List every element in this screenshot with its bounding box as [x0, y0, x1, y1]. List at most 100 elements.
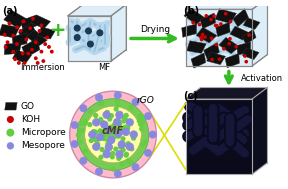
Polygon shape	[233, 9, 249, 27]
Polygon shape	[12, 50, 32, 63]
Polygon shape	[4, 43, 21, 55]
Circle shape	[140, 114, 143, 118]
Circle shape	[74, 35, 80, 40]
Circle shape	[70, 91, 156, 178]
Circle shape	[27, 52, 29, 55]
Circle shape	[31, 49, 33, 51]
Circle shape	[83, 121, 87, 125]
Circle shape	[116, 150, 123, 158]
Circle shape	[78, 140, 82, 144]
Circle shape	[112, 130, 116, 134]
Polygon shape	[31, 15, 50, 29]
Circle shape	[122, 128, 130, 136]
Text: Drying: Drying	[140, 25, 170, 34]
Circle shape	[12, 34, 14, 37]
Circle shape	[103, 137, 106, 141]
Polygon shape	[68, 5, 126, 16]
Circle shape	[94, 130, 98, 134]
Polygon shape	[185, 0, 268, 9]
Circle shape	[88, 109, 92, 113]
Circle shape	[114, 127, 118, 131]
Polygon shape	[187, 41, 206, 53]
Circle shape	[104, 150, 108, 154]
Circle shape	[114, 92, 121, 99]
Polygon shape	[27, 30, 47, 46]
Circle shape	[145, 149, 151, 156]
Circle shape	[106, 142, 110, 146]
Circle shape	[78, 129, 82, 133]
Circle shape	[92, 130, 96, 133]
Circle shape	[116, 103, 120, 107]
Circle shape	[88, 41, 93, 47]
Polygon shape	[22, 38, 40, 58]
Polygon shape	[111, 5, 126, 61]
Polygon shape	[196, 27, 217, 43]
Circle shape	[192, 21, 194, 24]
Circle shape	[80, 105, 87, 112]
Circle shape	[71, 122, 78, 129]
Circle shape	[83, 120, 87, 123]
Circle shape	[223, 47, 225, 50]
Circle shape	[97, 30, 103, 36]
Circle shape	[94, 137, 97, 141]
Circle shape	[132, 98, 139, 105]
Circle shape	[107, 136, 115, 144]
Circle shape	[114, 132, 118, 136]
Circle shape	[38, 30, 41, 32]
Polygon shape	[12, 33, 27, 47]
Bar	[185, 99, 252, 174]
Circle shape	[114, 107, 118, 111]
Circle shape	[101, 121, 108, 128]
Circle shape	[111, 167, 115, 171]
Circle shape	[140, 127, 144, 131]
Circle shape	[105, 111, 109, 114]
Circle shape	[113, 124, 116, 128]
Circle shape	[229, 38, 231, 40]
Circle shape	[110, 139, 114, 143]
Text: GO: GO	[21, 102, 35, 111]
Circle shape	[122, 119, 126, 123]
Circle shape	[210, 37, 213, 39]
Circle shape	[108, 140, 112, 144]
Polygon shape	[242, 48, 259, 60]
Circle shape	[244, 55, 246, 57]
Circle shape	[111, 126, 115, 130]
Circle shape	[89, 139, 93, 143]
Text: Mesopore: Mesopore	[21, 141, 65, 150]
Circle shape	[213, 15, 215, 17]
Polygon shape	[225, 53, 240, 68]
Circle shape	[103, 128, 107, 132]
Circle shape	[29, 27, 31, 29]
Circle shape	[130, 131, 137, 138]
Circle shape	[140, 118, 144, 122]
Circle shape	[202, 33, 204, 36]
Text: KOH: KOH	[21, 115, 40, 124]
Polygon shape	[21, 15, 37, 31]
Circle shape	[44, 43, 46, 45]
Circle shape	[114, 147, 118, 151]
Circle shape	[71, 140, 78, 148]
Circle shape	[109, 125, 113, 129]
Polygon shape	[219, 37, 240, 54]
Circle shape	[18, 62, 20, 64]
Polygon shape	[5, 102, 17, 110]
Circle shape	[86, 28, 91, 34]
Circle shape	[114, 170, 121, 177]
Circle shape	[21, 52, 24, 55]
Circle shape	[48, 46, 50, 48]
Circle shape	[211, 58, 213, 61]
Circle shape	[117, 134, 120, 138]
Circle shape	[138, 114, 141, 118]
Circle shape	[129, 106, 133, 110]
Polygon shape	[185, 88, 268, 99]
Circle shape	[215, 24, 217, 27]
Circle shape	[84, 149, 87, 152]
Circle shape	[96, 133, 104, 141]
Circle shape	[98, 129, 102, 133]
Circle shape	[32, 17, 34, 20]
Circle shape	[120, 162, 124, 166]
Circle shape	[115, 130, 122, 137]
Circle shape	[7, 117, 13, 122]
Circle shape	[137, 119, 141, 123]
Circle shape	[100, 130, 104, 134]
